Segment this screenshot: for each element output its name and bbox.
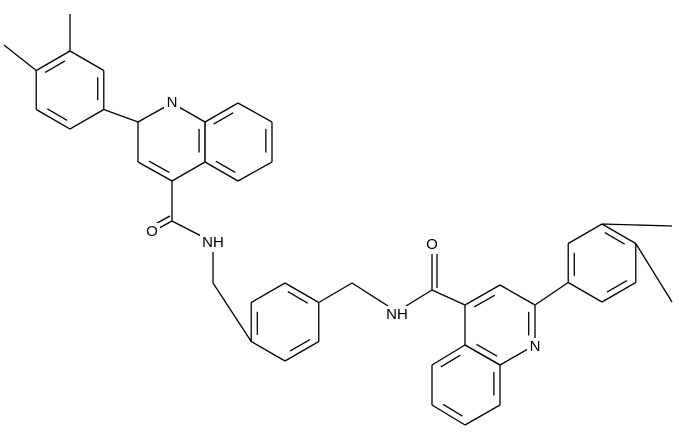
bond [499,284,536,306]
bond [250,282,286,304]
bond [431,344,466,366]
bond [318,282,353,304]
bond [69,108,105,130]
bond [473,294,496,308]
label-bg [527,338,543,356]
bond [431,289,466,306]
atom-labels: N O NH NH O N [144,94,543,356]
atom-label: O [426,236,438,253]
bond [35,50,71,72]
label-bg [200,234,226,252]
atom-label: N [167,94,178,111]
bond [289,339,311,352]
bond [250,340,286,362]
bond [35,108,71,130]
bond [464,344,501,366]
bond [46,108,68,121]
bond [442,403,463,417]
bond [137,161,173,182]
atom-label: O [146,223,158,240]
bond [148,160,170,173]
bond [287,291,309,304]
bond [464,404,501,426]
atom-label: N [530,338,541,355]
bond [103,108,139,123]
bond [601,223,637,245]
bond [237,161,273,182]
bond [284,340,320,362]
bond [601,223,673,227]
bond [351,282,389,307]
label-bg [384,306,410,324]
bond [476,343,498,357]
bond [171,161,206,182]
atom-label: NH [202,234,224,251]
atom-label: NH [386,306,408,323]
bond [601,281,637,303]
bond [567,281,603,303]
bonds [3,14,673,426]
label-bg [144,223,160,241]
label-bg [424,236,440,254]
bond [431,404,466,426]
bond [635,243,673,303]
bond [204,102,239,123]
bond [237,102,273,123]
bond [284,282,320,304]
bond [606,280,628,293]
bond [215,160,236,173]
bond [44,60,66,73]
bond [464,284,501,306]
bond [567,223,603,245]
bond [3,44,37,72]
bond [534,281,569,306]
bond [440,354,461,368]
bond [213,112,234,125]
label-bg [164,94,180,112]
bond [405,289,433,307]
bond [171,220,206,239]
bond [604,232,626,245]
bond [212,282,252,342]
bond [69,50,105,72]
bond [204,161,239,182]
